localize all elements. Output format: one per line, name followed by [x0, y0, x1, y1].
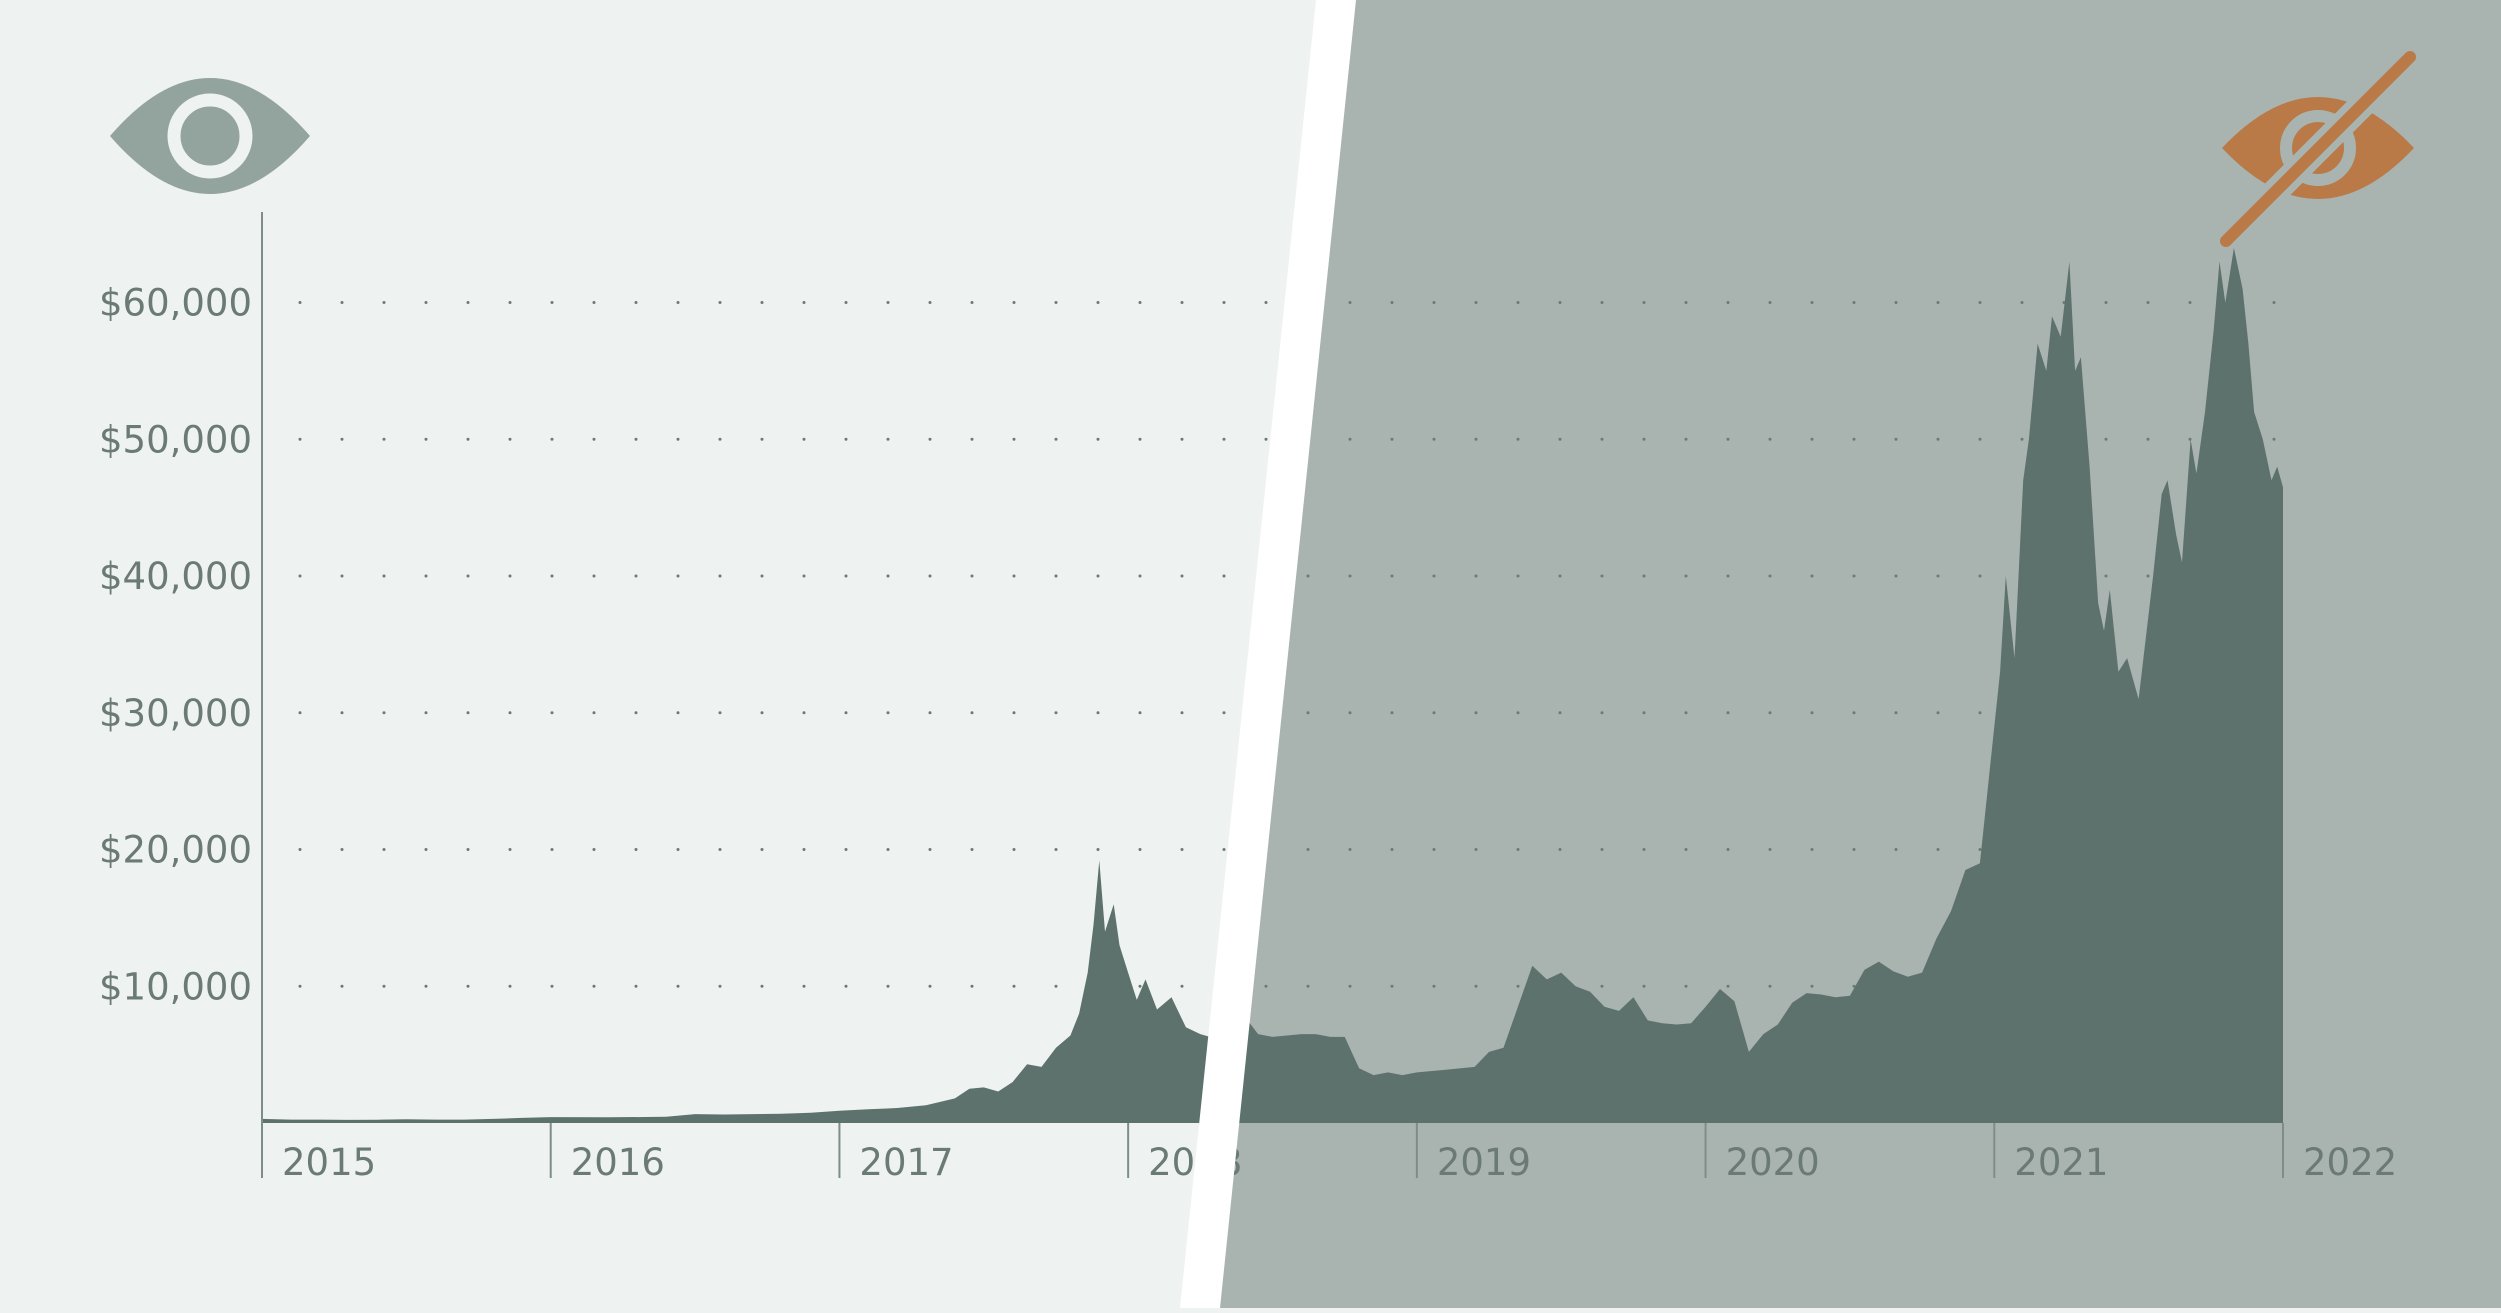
eye-slash-icon: [2220, 50, 2417, 247]
y-tick-label: $30,000: [99, 692, 252, 735]
eye-icon: [110, 78, 310, 194]
x-tick-label: 2015: [282, 1141, 376, 1184]
price-area-series: [262, 247, 2283, 1123]
y-tick-label: $40,000: [99, 555, 252, 598]
y-tick-label: $60,000: [99, 282, 252, 325]
x-tick-label: 2020: [1726, 1141, 1820, 1184]
y-tick-label: $20,000: [99, 829, 252, 872]
x-tick-label: 2017: [859, 1141, 953, 1184]
y-tick-label: $50,000: [99, 418, 252, 461]
diagonal-divider: [1180, 0, 1356, 1308]
x-tick-label: 2022: [2303, 1141, 2397, 1184]
x-tick-label: 2019: [1437, 1141, 1531, 1184]
y-tick-labels: $10,000 $20,000 $30,000 $40,000 $50,000 $60,0…: [99, 282, 252, 1009]
y-tick-label: $10,000: [99, 965, 252, 1008]
x-tick-label: 2021: [2014, 1141, 2108, 1184]
x-tick-label: 2016: [571, 1141, 665, 1184]
